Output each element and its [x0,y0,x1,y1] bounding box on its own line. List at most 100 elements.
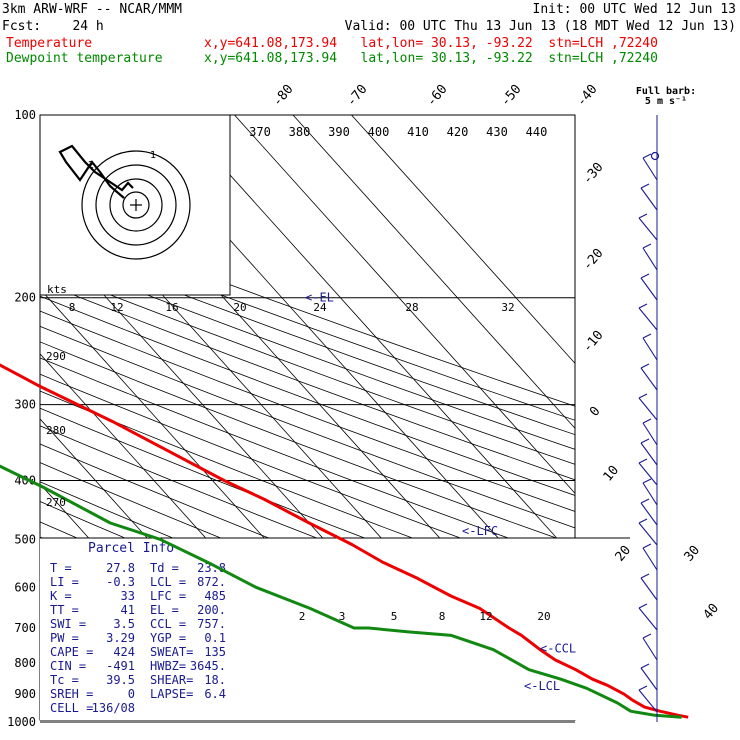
dry-adiabat [40,281,575,481]
theta-label: 440 [526,125,548,139]
parcel-value: 485 [204,589,226,603]
mixing-ratio-label: 20 [537,610,550,623]
dry-adiabat [40,252,575,450]
parcel-panel-bg [40,538,630,720]
parcel-key: SREH = [50,687,93,701]
parcel-value: 0 [128,687,135,701]
wind-barb-label: Full barb: [636,86,696,97]
theta-label: 380 [289,125,311,139]
hodograph-ring-label: 32 [501,301,514,314]
wind-barb [638,303,648,309]
pressure-label: 800 [14,656,36,670]
parcel-key: SHEAR= [150,673,193,687]
parcel-value: 424 [113,645,135,659]
mixing-ratio-label: 3 [339,610,346,623]
level-annotation: <-EL [305,291,334,305]
pressure-label: 100 [14,108,36,122]
hodograph-ring-label: 8 [69,301,76,314]
hodograph-ring-label: 12 [110,301,123,314]
wind-barb [638,607,658,631]
legend-dewpoint: Dewpoint temperature [6,51,163,66]
parcel-key: YGP = [150,631,186,645]
dry-adiabat [40,357,575,563]
parcel-key: CAPE = [50,645,93,659]
parcel-value: 3.5 [113,617,135,631]
wind-barb [640,273,650,279]
isotherm-line [233,115,575,494]
parcel-key: Tc = [50,673,79,687]
hodograph-trace-label: 2 [88,160,94,171]
wind-barb [640,367,658,391]
parcel-value: 872. [197,575,226,589]
level-annotation: <-CCL [540,642,576,656]
hodograph-ring [81,150,191,260]
parcel-value: 18. [204,673,226,687]
parcel-value: 39.5 [106,673,135,687]
parcel-key: SWI = [50,617,86,631]
wind-barb [642,478,652,484]
parcel-value: -491 [106,659,135,673]
mixing-ratio-label: 2 [299,610,306,623]
theta-label: 290 [46,350,66,363]
parcel-value: 0.1 [204,631,226,645]
pressure-label: 200 [14,291,36,305]
legend-temperature: Temperature [6,36,93,51]
parcel-key: CCL = [150,617,186,631]
parcel-value: 33 [121,589,135,603]
parcel-key: T = [50,561,72,575]
wind-barb [640,573,650,579]
wind-barb [642,333,652,339]
parcel-info-title: Parcel Info [88,541,174,556]
parcel-value: 23.8 [197,561,226,575]
theta-label: 370 [249,125,271,139]
dry-adiabat [40,341,575,546]
hodograph-ring-label: 24 [313,301,327,314]
isotherm-label: -30 [580,160,607,188]
parcel-value: 41 [121,603,135,617]
level-annotation: <-LCL [524,679,560,693]
pressure-label: 500 [14,532,36,546]
wind-barb [638,217,658,241]
wind-barb [638,307,658,331]
isotherm-label: -60 [424,82,451,110]
parcel-key: LAPSE= [150,687,193,701]
init-time: Init: 00 UTC Wed 12 Jun 13 [532,2,737,17]
wind-barb [638,397,658,421]
parcel-value: 200. [197,603,226,617]
isotherm-label: -50 [498,82,525,110]
pressure-label: 300 [14,398,36,412]
hodograph-ring-label: 16 [165,301,178,314]
theta-label: 270 [46,496,66,509]
wind-barb [642,418,652,424]
isotherm-label: 30 [682,543,704,565]
theta-label: 400 [368,125,390,139]
wind-barb [638,603,648,609]
parcel-key: SWEAT= [150,645,193,659]
isotherm-line [350,115,575,364]
wind-barb [640,502,658,526]
isotherm-label: 10 [601,463,623,485]
model-title: 3km ARW-WRF -- NCAR/MMM [2,2,183,17]
theta-label: 280 [46,424,66,437]
parcel-key: CELL = [50,701,93,715]
wind-barb [642,482,658,506]
hodograph-ring-label: 20 [233,301,246,314]
wind-barb [640,663,650,669]
parcel-key: TT = [50,603,79,617]
wind-barb [638,685,648,691]
wind-barb [638,462,658,486]
theta-label: 410 [407,125,429,139]
dry-adiabat [40,295,575,496]
isotherm-line [175,115,575,559]
wind-barb [640,438,650,444]
wind-barb [640,667,658,691]
wind-barb [638,522,658,546]
dewpoint-profile [0,464,682,719]
wind-barb [638,689,658,713]
dry-adiabat [40,310,575,512]
hodograph-ring [122,191,150,219]
isotherm-label: -70 [344,82,371,110]
parcel-key: EL = [150,603,179,617]
temperature-profile [0,363,689,719]
mixing-ratio-label: 8 [439,610,446,623]
